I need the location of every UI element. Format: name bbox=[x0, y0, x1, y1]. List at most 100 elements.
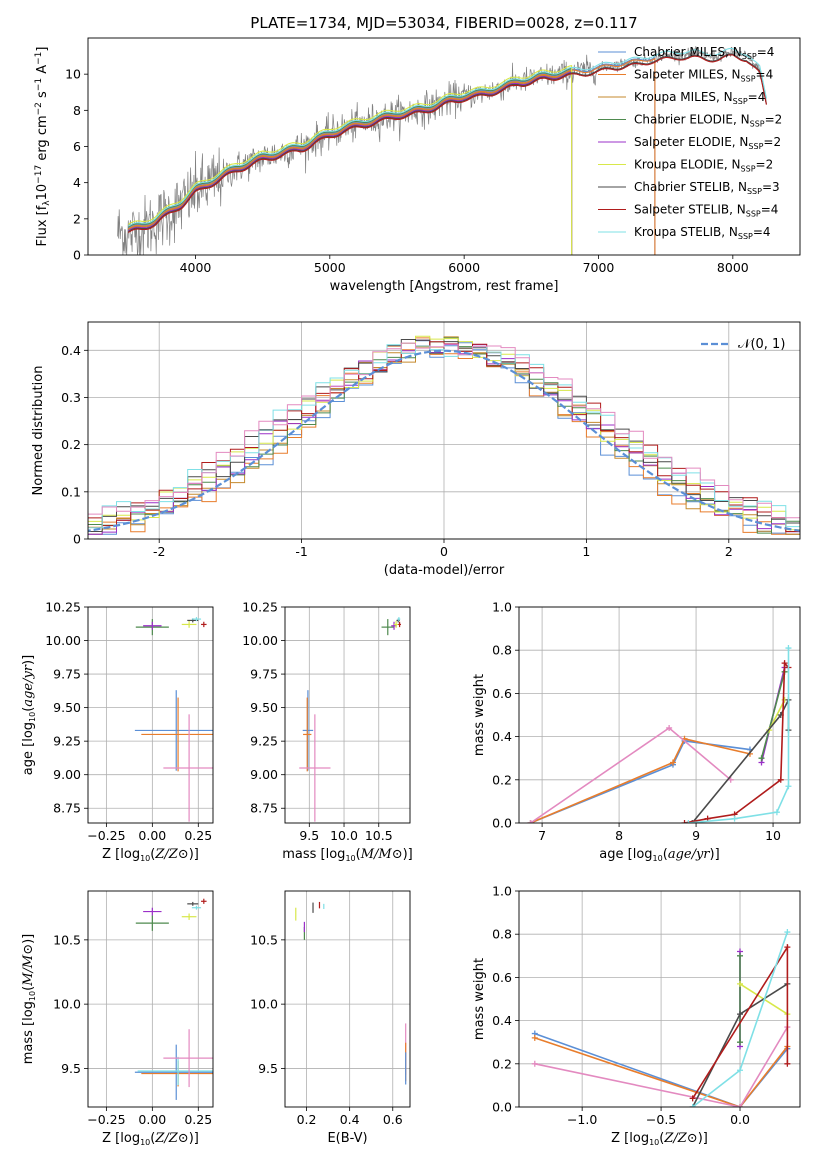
y-tick-label: 1.0 bbox=[492, 600, 512, 615]
age-vs-Z-frame bbox=[87, 606, 214, 824]
x-tick-label: 1 bbox=[582, 544, 590, 559]
y-tick-label: 10.00 bbox=[45, 633, 81, 648]
histogram-pink bbox=[88, 342, 800, 519]
x-tick-label: 9 bbox=[692, 828, 700, 843]
series-chabrier_stelib bbox=[691, 699, 790, 823]
model-chabrier_stelib bbox=[127, 53, 767, 233]
age-vs-mass-plot bbox=[299, 617, 401, 822]
x-tick-label: 0.6 bbox=[383, 1112, 403, 1127]
x-axis-label: Z [log10(Z/Z⊙)] bbox=[611, 1131, 708, 1147]
point-marker bbox=[689, 1095, 696, 1102]
model-chabrier_miles bbox=[128, 56, 656, 255]
point-marker bbox=[737, 980, 744, 987]
y-tick-label: 8.75 bbox=[53, 801, 81, 816]
age-vs-Z-plot bbox=[134, 617, 213, 822]
y-tick-label: 9.5 bbox=[61, 1061, 81, 1076]
model-kroupa_stelib bbox=[128, 47, 767, 227]
mass-vs-ebv-frame bbox=[284, 890, 411, 1108]
point-marker bbox=[689, 1104, 696, 1107]
y-tick-label: 10.5 bbox=[53, 932, 81, 947]
y-tick-label: 10 bbox=[65, 67, 81, 82]
x-tick-label: 0.0 bbox=[730, 1112, 750, 1127]
y-tick-label: 6 bbox=[73, 139, 81, 154]
spectrum-legend: Chabrier MILES, NSSP=4 Salpeter MILES, NS… bbox=[598, 45, 782, 241]
series-salpeter_miles bbox=[530, 737, 751, 823]
y-tick-label: 10.00 bbox=[242, 633, 278, 648]
point-marker bbox=[731, 815, 738, 822]
point-marker bbox=[531, 1060, 538, 1067]
legend-label: Chabrier STELIB, NSSP=3 bbox=[634, 180, 780, 196]
x-tick-label: 7000 bbox=[583, 260, 615, 275]
y-axis-label: Flux [fλ10−17 erg cm−2 s−1 A−1] bbox=[34, 47, 52, 247]
axes-spectrum: 4000 5000 6000 7000 8000 0 2 4 6 8 10 wavelength [A… bbox=[65, 67, 749, 294]
model-chabrier_elodie bbox=[128, 67, 573, 255]
x-axis-label: (data-model)/error bbox=[384, 563, 505, 578]
point-marker bbox=[527, 820, 534, 823]
x-tick-label: 0 bbox=[440, 544, 448, 559]
y-tick-label: 9.00 bbox=[250, 767, 278, 782]
x-axis-label: E(B-V) bbox=[327, 1131, 367, 1146]
x-axis-label: Z [log10(Z/Z⊙)] bbox=[102, 1131, 199, 1147]
y-tick-label: 9.25 bbox=[53, 734, 81, 749]
point-marker bbox=[531, 1034, 538, 1041]
axes-mass-weight-vs-Z: −1.0 −0.5 0.0 0.0 0.2 0.4 0.6 0.8 1.0 Z [log10(Z/… bbox=[472, 884, 800, 1147]
x-tick-label: −0.5 bbox=[646, 1112, 676, 1127]
y-tick-label: 0.0 bbox=[492, 816, 512, 831]
point-marker bbox=[669, 759, 676, 766]
y-tick-label: 4 bbox=[73, 175, 81, 190]
x-axis-label: Z [log10(Z/Z⊙)] bbox=[102, 847, 199, 863]
y-tick-label: 0.8 bbox=[492, 643, 512, 658]
y-tick-label: 0.6 bbox=[492, 686, 512, 701]
x-tick-label: −0.25 bbox=[87, 828, 125, 843]
x-axis-label: age [log10(age/yr)] bbox=[599, 847, 719, 863]
x-tick-label: 10 bbox=[765, 828, 781, 843]
age-vs-mass-frame bbox=[284, 606, 411, 824]
y-tick-label: 0.4 bbox=[492, 1013, 512, 1028]
mass-weight-vs-age-frame bbox=[518, 606, 801, 824]
model-salpeter_miles bbox=[128, 57, 656, 255]
series-kroupa_stelib bbox=[688, 648, 790, 823]
series-pink bbox=[534, 1026, 789, 1107]
y-tick-label: 0.4 bbox=[61, 343, 81, 358]
x-tick-label: 6000 bbox=[448, 260, 480, 275]
model-salpeter_elodie bbox=[127, 71, 573, 255]
y-tick-label: 0.2 bbox=[492, 1056, 512, 1071]
x-tick-label: −1.0 bbox=[567, 1112, 597, 1127]
mass-vs-Z-frame bbox=[87, 890, 214, 1108]
y-axis-label: Normed distribution bbox=[31, 366, 46, 496]
legend-label: 𝒩(0, 1) bbox=[738, 337, 785, 352]
y-tick-label: 0.2 bbox=[61, 437, 81, 452]
x-axis-label: wavelength [Angstrom, rest frame] bbox=[330, 279, 559, 294]
y-tick-label: 9.5 bbox=[258, 1061, 278, 1076]
point-marker bbox=[737, 952, 744, 959]
mass-vs-Z-plot bbox=[134, 898, 213, 1100]
mass-weight-vs-age-plot bbox=[527, 645, 792, 823]
x-tick-label: 0.25 bbox=[184, 828, 212, 843]
y-tick-label: 9.75 bbox=[250, 667, 278, 682]
series-salpeter_miles bbox=[534, 1037, 789, 1107]
legend-label: Salpeter MILES, NSSP=4 bbox=[634, 68, 773, 84]
figure-title: PLATE=1734, MJD=53034, FIBERID=0028, z=0… bbox=[250, 14, 637, 32]
x-tick-label: 5000 bbox=[314, 260, 346, 275]
x-tick-label: 9.5 bbox=[299, 828, 319, 843]
y-tick-label: 10.0 bbox=[53, 997, 81, 1012]
x-tick-label: 0.2 bbox=[297, 1112, 317, 1127]
point-marker bbox=[727, 776, 734, 783]
x-tick-label: 7 bbox=[538, 828, 546, 843]
legend-label: Chabrier MILES, NSSP=4 bbox=[634, 45, 774, 61]
axes-mass-vs-ebv: 0.2 0.4 0.6 9.5 10.0 10.5 E(B-V) bbox=[250, 891, 410, 1146]
x-tick-label: 0.4 bbox=[340, 1112, 360, 1127]
legend-label: Salpeter ELODIE, NSSP=2 bbox=[634, 135, 781, 151]
histogram-salpeter_stelib bbox=[88, 341, 800, 533]
point-marker bbox=[737, 1067, 744, 1074]
y-tick-label: 0.3 bbox=[61, 390, 81, 405]
legend-label: Chabrier ELODIE, NSSP=2 bbox=[634, 113, 782, 129]
y-tick-label: 8.75 bbox=[250, 801, 278, 816]
y-tick-label: 0.8 bbox=[492, 927, 512, 942]
y-tick-label: 9.50 bbox=[53, 700, 81, 715]
y-tick-label: 2 bbox=[73, 211, 81, 226]
residual-plot bbox=[88, 335, 800, 535]
legend-label: Kroupa MILES, NSSP=4 bbox=[634, 90, 765, 106]
series-chabrier_miles bbox=[534, 1032, 789, 1107]
